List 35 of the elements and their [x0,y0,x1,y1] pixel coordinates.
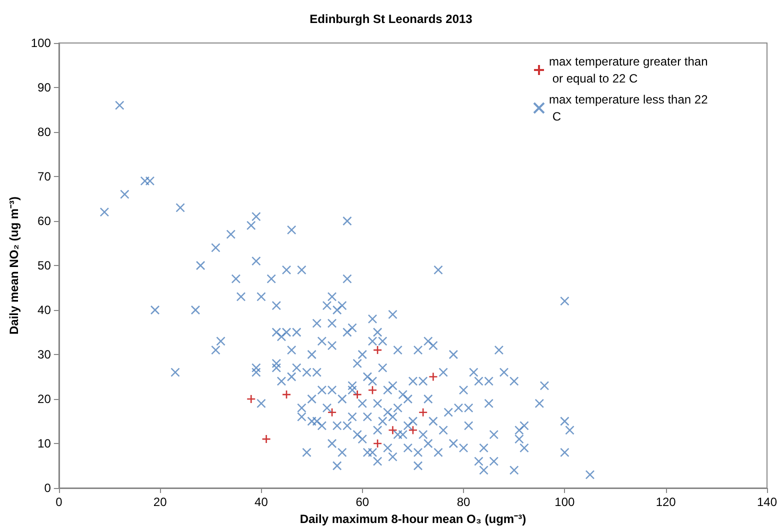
y-tick-label: 30 [38,348,52,362]
x-tick-label: 100 [554,495,576,509]
point [352,390,362,400]
point [428,372,438,382]
y-tick-label: 0 [44,481,52,495]
x-tick-label: 140 [756,495,778,509]
point [372,345,382,355]
x-tick-label: 120 [656,495,676,509]
point [408,426,418,435]
x-tick-label: 40 [254,495,268,509]
y-tick-label: 80 [38,125,52,139]
y-tick-label: 20 [38,392,52,406]
y-tick-label: 60 [38,214,52,228]
y-tick-label: 10 [38,436,52,450]
y-tick-label: 50 [38,258,52,272]
x-axis-title: Daily maximum 8-hour mean O₃ (ugm⁻³) [300,512,526,526]
y-tick-label: 40 [38,303,52,317]
point [246,394,256,404]
x-tick-label: 0 [56,495,63,509]
y-tick-label: 90 [38,80,52,94]
point [262,434,271,444]
x-tick-label: 60 [356,495,370,509]
point [388,426,398,435]
point [368,385,378,395]
x-tick-label: 80 [456,495,471,509]
y-axis-title: Daily mean NO₂ (ug m⁻³) [7,196,21,335]
x-tick-label: 20 [153,495,168,509]
chart-title: Edinburgh St Leonards 2013 [310,12,473,26]
point [372,438,382,448]
y-tick-label: 100 [30,36,52,50]
y-tick-label: 70 [38,170,52,184]
point [327,408,337,417]
point [418,408,428,417]
point [282,390,292,400]
legend-label: max temperature less than 22 C [549,92,708,124]
